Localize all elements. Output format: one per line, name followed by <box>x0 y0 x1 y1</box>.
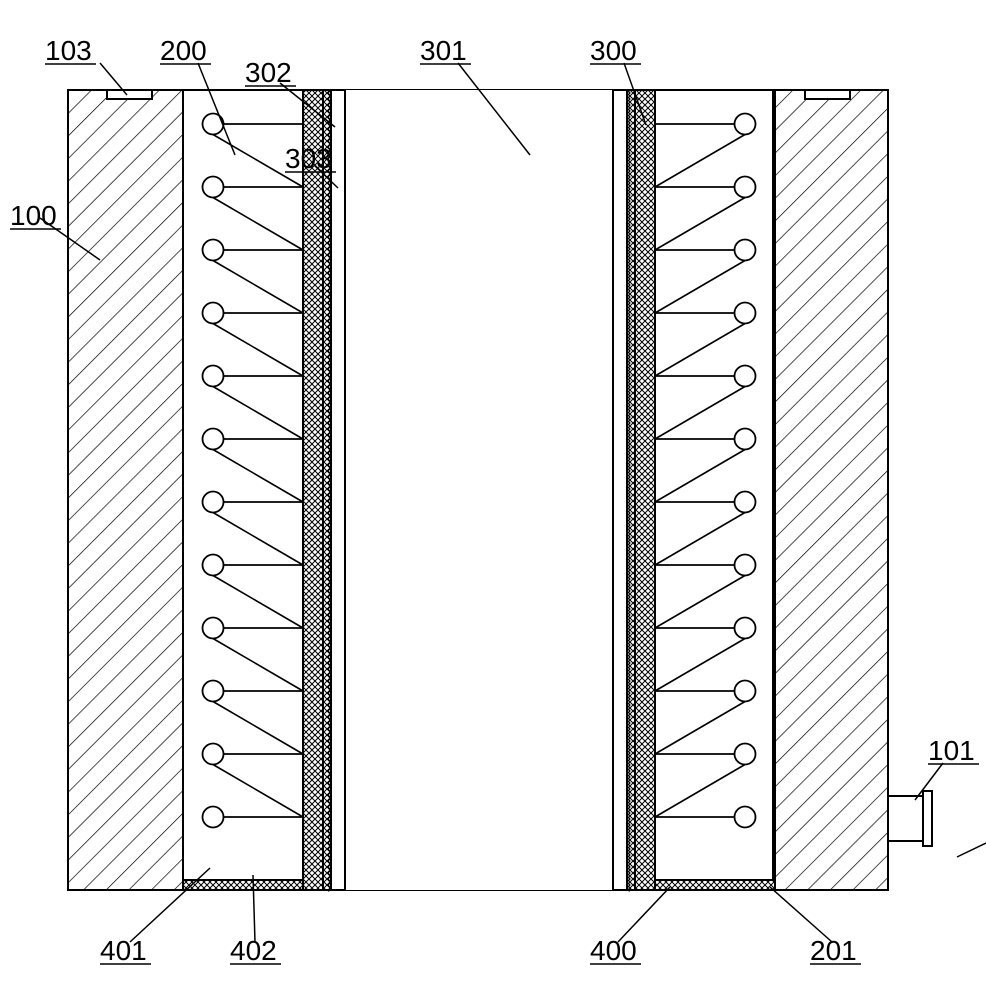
coil-left-turn <box>203 681 224 702</box>
left-thin-wall <box>331 90 345 890</box>
lbl-402-text: 402 <box>230 935 277 966</box>
outer-wall-left <box>68 90 183 890</box>
lbl-400: 400 <box>590 887 670 966</box>
coil-left-turn <box>203 555 224 576</box>
coil-left-turn <box>203 618 224 639</box>
lbl-300-text: 300 <box>590 35 637 66</box>
right-inner-shell <box>635 90 655 890</box>
right-thin-wall <box>613 90 627 890</box>
lbl-401-text: 401 <box>100 935 147 966</box>
coil-right-turn <box>735 240 756 261</box>
coil-left-turn <box>203 240 224 261</box>
side-port-cap <box>923 791 932 846</box>
side-port-body <box>888 796 923 841</box>
lbl-200-text: 200 <box>160 35 207 66</box>
coil-left-turn <box>203 429 224 450</box>
coil-right-turn <box>735 555 756 576</box>
lbl-400-text: 400 <box>590 935 637 966</box>
coil-right-turn <box>735 429 756 450</box>
coil-right-turn <box>735 366 756 387</box>
lbl-201-text: 201 <box>810 935 857 966</box>
coil-left-turn <box>203 366 224 387</box>
lbl-103: 103 <box>45 35 127 95</box>
bottom-tab-top-1 <box>655 880 775 890</box>
coil-left-turn <box>203 492 224 513</box>
coil-right-turn <box>735 492 756 513</box>
outer-wall-right <box>773 90 888 890</box>
lbl-103-text: 103 <box>45 35 92 66</box>
offpage-leader <box>957 843 986 857</box>
coil-left-turn <box>203 807 224 828</box>
coil-right-turn <box>735 807 756 828</box>
left-inner-shell <box>303 90 323 890</box>
coil-right-turn <box>735 618 756 639</box>
lbl-201: 201 <box>770 887 861 966</box>
coil-right-turn <box>735 177 756 198</box>
coil-left-turn <box>203 303 224 324</box>
lbl-101-text: 101 <box>928 735 975 766</box>
coil-right-turn <box>735 303 756 324</box>
coil-right-turn <box>735 681 756 702</box>
lbl-302-text: 302 <box>245 57 292 88</box>
coil-right-turn <box>735 114 756 135</box>
coil-left-turn <box>203 744 224 765</box>
bottom-tab-top-0 <box>183 880 303 890</box>
lbl-303-text: 303 <box>285 143 332 174</box>
top-notch-1 <box>805 90 850 99</box>
lbl-301-text: 301 <box>420 35 467 66</box>
lbl-100-text: 100 <box>10 200 57 231</box>
coil-left-turn <box>203 177 224 198</box>
central-void <box>183 90 773 890</box>
coil-right-turn <box>735 744 756 765</box>
top-notch-0 <box>107 90 152 99</box>
